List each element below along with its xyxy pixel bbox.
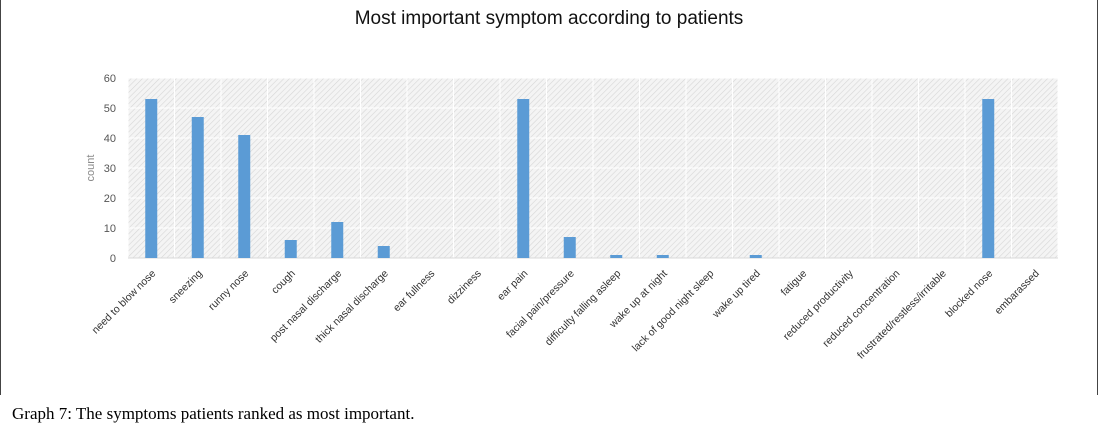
bar (656, 255, 669, 258)
x-tick-label: need to blow nose (90, 268, 159, 337)
x-tick-label: sneezing (167, 268, 205, 306)
x-tick-label: ear fullness (391, 268, 437, 314)
caption-text: The symptoms patients ranked as most imp… (71, 404, 415, 423)
caption-label: Graph 7: (12, 404, 72, 423)
x-tick-label: dizziness (445, 268, 484, 307)
bar (284, 240, 297, 258)
x-tick-label: blocked nose (943, 268, 995, 320)
bar (145, 99, 158, 258)
x-tick-label: lack of good night sleep (630, 268, 717, 355)
bar (331, 222, 344, 258)
bar (517, 99, 530, 258)
bar (377, 246, 390, 258)
x-tick-label: cough (269, 268, 298, 297)
y-tick-label: 20 (104, 193, 116, 205)
x-tick-label: ear pain (495, 268, 530, 303)
bar (238, 135, 251, 258)
x-tick-label: fatigue (779, 268, 810, 299)
x-tick-label: frustrated/restless/irritable (855, 268, 949, 362)
bar (563, 237, 576, 258)
x-tick-label: runny nose (206, 268, 251, 313)
bar (982, 99, 995, 258)
y-tick-label: 60 (104, 73, 116, 85)
bar (191, 117, 204, 258)
y-tick-label: 40 (104, 133, 116, 145)
y-tick-label: 30 (104, 163, 116, 175)
y-tick-label: 10 (104, 223, 116, 235)
figure-caption: Graph 7: The symptoms patients ranked as… (12, 404, 414, 424)
x-tick-label: embarassed (993, 268, 1042, 317)
bar-chart: 0 10 20 30 40 50 60 need to blow nose sneezing ru… (85, 73, 1059, 362)
y-axis-label: count (85, 155, 97, 182)
bar (610, 255, 623, 258)
x-tick-label: reduced concentration (820, 268, 902, 350)
bar (749, 255, 762, 258)
y-tick-label: 0 (110, 253, 116, 265)
y-tick-label: 50 (104, 103, 116, 115)
chart-title: Most important symptom according to pati… (354, 8, 744, 29)
x-tick-label: difficulty falling asleep (543, 268, 624, 349)
x-tick-label: wake up tired (710, 268, 763, 321)
